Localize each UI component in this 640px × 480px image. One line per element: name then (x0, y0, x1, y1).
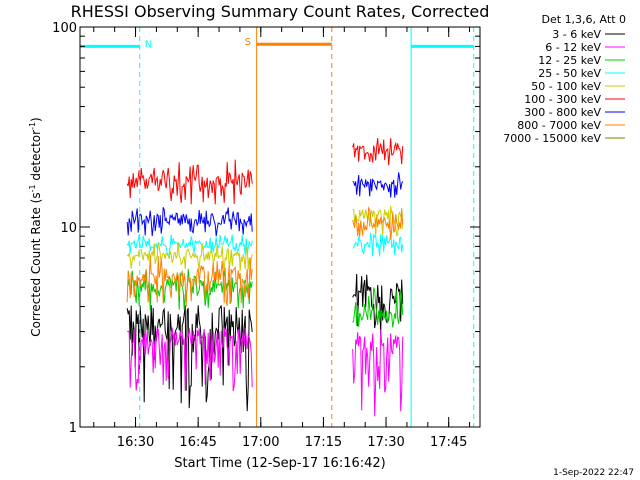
series-line (126, 268, 253, 311)
legend-label: 100 - 300 keV (524, 93, 601, 106)
series-line (352, 206, 404, 240)
chart-title: RHESSI Observing Summary Count Rates, Co… (71, 2, 490, 21)
series-line (126, 207, 253, 237)
series-line (127, 326, 253, 392)
y-tick-label: 1 (69, 421, 77, 436)
legend-label: 3 - 6 keV (552, 28, 601, 41)
series-line (352, 138, 404, 166)
y-axis-label: Corrected Count Rate (s-1 detector-1) (28, 117, 43, 336)
x-tick-label: 16:30 (117, 435, 154, 450)
series-line (126, 255, 253, 307)
series-line (126, 242, 253, 271)
series-line (126, 234, 253, 257)
series-line (352, 172, 404, 198)
state-marker-label: S (245, 37, 251, 48)
x-tick-label: 17:00 (242, 435, 279, 450)
series-line (352, 273, 404, 336)
series-line (126, 159, 253, 205)
x-tick-label: 17:30 (367, 435, 404, 450)
series-line (352, 287, 404, 328)
series-line (126, 305, 253, 412)
y-tick-label: 100 (52, 21, 77, 36)
legend-label: 6 - 12 keV (545, 41, 601, 54)
x-axis-label: Start Time (12-Sep-17 16:16:42) (174, 456, 385, 471)
series-line (352, 205, 404, 237)
state-marker-label: N (145, 39, 152, 50)
legend-label: 12 - 25 keV (538, 54, 601, 67)
legend-label: 300 - 800 keV (524, 106, 601, 119)
legend-label: 7000 - 15000 keV (503, 132, 601, 145)
legend-label: 50 - 100 keV (531, 80, 601, 93)
legend-title: Det 1,3,6, Att 0 (542, 13, 626, 26)
x-axis: 16:30 16:45 17:00 17:15 17:30 17:45 (93, 27, 471, 450)
x-tick-label: 17:15 (305, 435, 342, 450)
series-line (352, 232, 404, 257)
render-timestamp: 1-Sep-2022 22:47 (553, 468, 634, 478)
legend-label: 25 - 50 keV (538, 67, 601, 80)
y-tick-label: 10 (60, 221, 77, 236)
x-tick-label: 16:45 (179, 435, 216, 450)
y-axis: 1 10 100 (52, 21, 480, 436)
x-tick-label: 17:45 (430, 435, 467, 450)
series-line (352, 329, 404, 417)
legend-label: 800 - 7000 keV (517, 119, 601, 132)
